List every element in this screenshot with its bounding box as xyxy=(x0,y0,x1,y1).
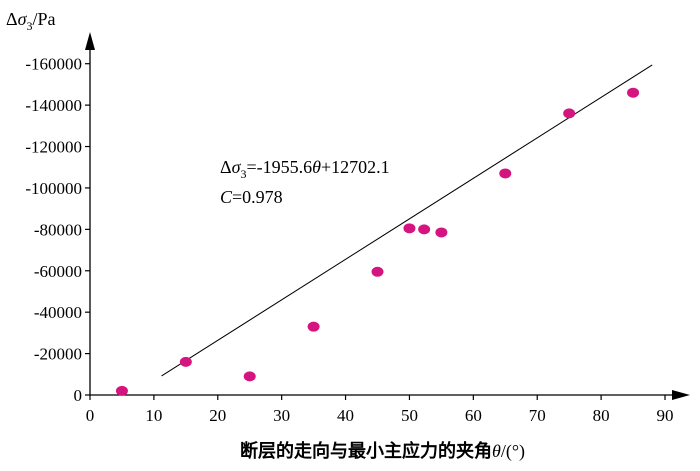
data-point xyxy=(403,223,416,234)
fit-line-layer xyxy=(161,64,653,377)
data-point xyxy=(307,321,320,332)
x-tick-label: 30 xyxy=(273,406,290,425)
data-point xyxy=(371,266,384,277)
data-point xyxy=(179,356,192,367)
data-point xyxy=(627,87,640,98)
y-axis-arrow xyxy=(85,32,95,50)
data-point xyxy=(563,108,576,119)
x-tick-label: 80 xyxy=(593,406,610,425)
x-axis-title: 断层的走向与最小主应力的夹角θ/(°) xyxy=(240,440,525,462)
y-axis-title: Δσ3/Pa xyxy=(6,9,55,33)
data-point xyxy=(243,371,256,382)
y-tick-label: -140000 xyxy=(25,96,82,115)
y-tick-label: -40000 xyxy=(34,303,82,322)
y-tick-label: -160000 xyxy=(25,55,82,74)
data-point xyxy=(499,168,512,179)
y-tick-label: -100000 xyxy=(25,179,82,198)
x-tick-label: 70 xyxy=(529,406,546,425)
data-point xyxy=(435,227,448,238)
x-tick-label: 50 xyxy=(401,406,418,425)
x-tick-label: 60 xyxy=(465,406,482,425)
x-tick-label: 20 xyxy=(209,406,226,425)
equation-annotation: Δσ3=-1955.6θ+12702.1 xyxy=(220,157,390,181)
x-axis-arrow xyxy=(672,390,690,400)
y-tick-label: -60000 xyxy=(34,262,82,281)
fit-line xyxy=(161,64,653,377)
data-point xyxy=(115,385,128,396)
data-points xyxy=(115,87,640,396)
x-tick-label: 40 xyxy=(337,406,354,425)
x-tick-label: 0 xyxy=(86,406,95,425)
y-tick-label: -80000 xyxy=(34,220,82,239)
y-tick-label: 0 xyxy=(74,386,83,405)
data-point xyxy=(418,224,431,235)
y-tick-label: -120000 xyxy=(25,138,82,157)
axes: 0 10 20 30 40 50 60 70 80 90 0 -20000 -40000 -60000 -8… xyxy=(25,32,690,425)
x-tick-label: 10 xyxy=(145,406,162,425)
correlation-annotation: C=0.978 xyxy=(220,187,283,207)
y-tick-label: -20000 xyxy=(34,345,82,364)
x-tick-label: 90 xyxy=(657,406,674,425)
